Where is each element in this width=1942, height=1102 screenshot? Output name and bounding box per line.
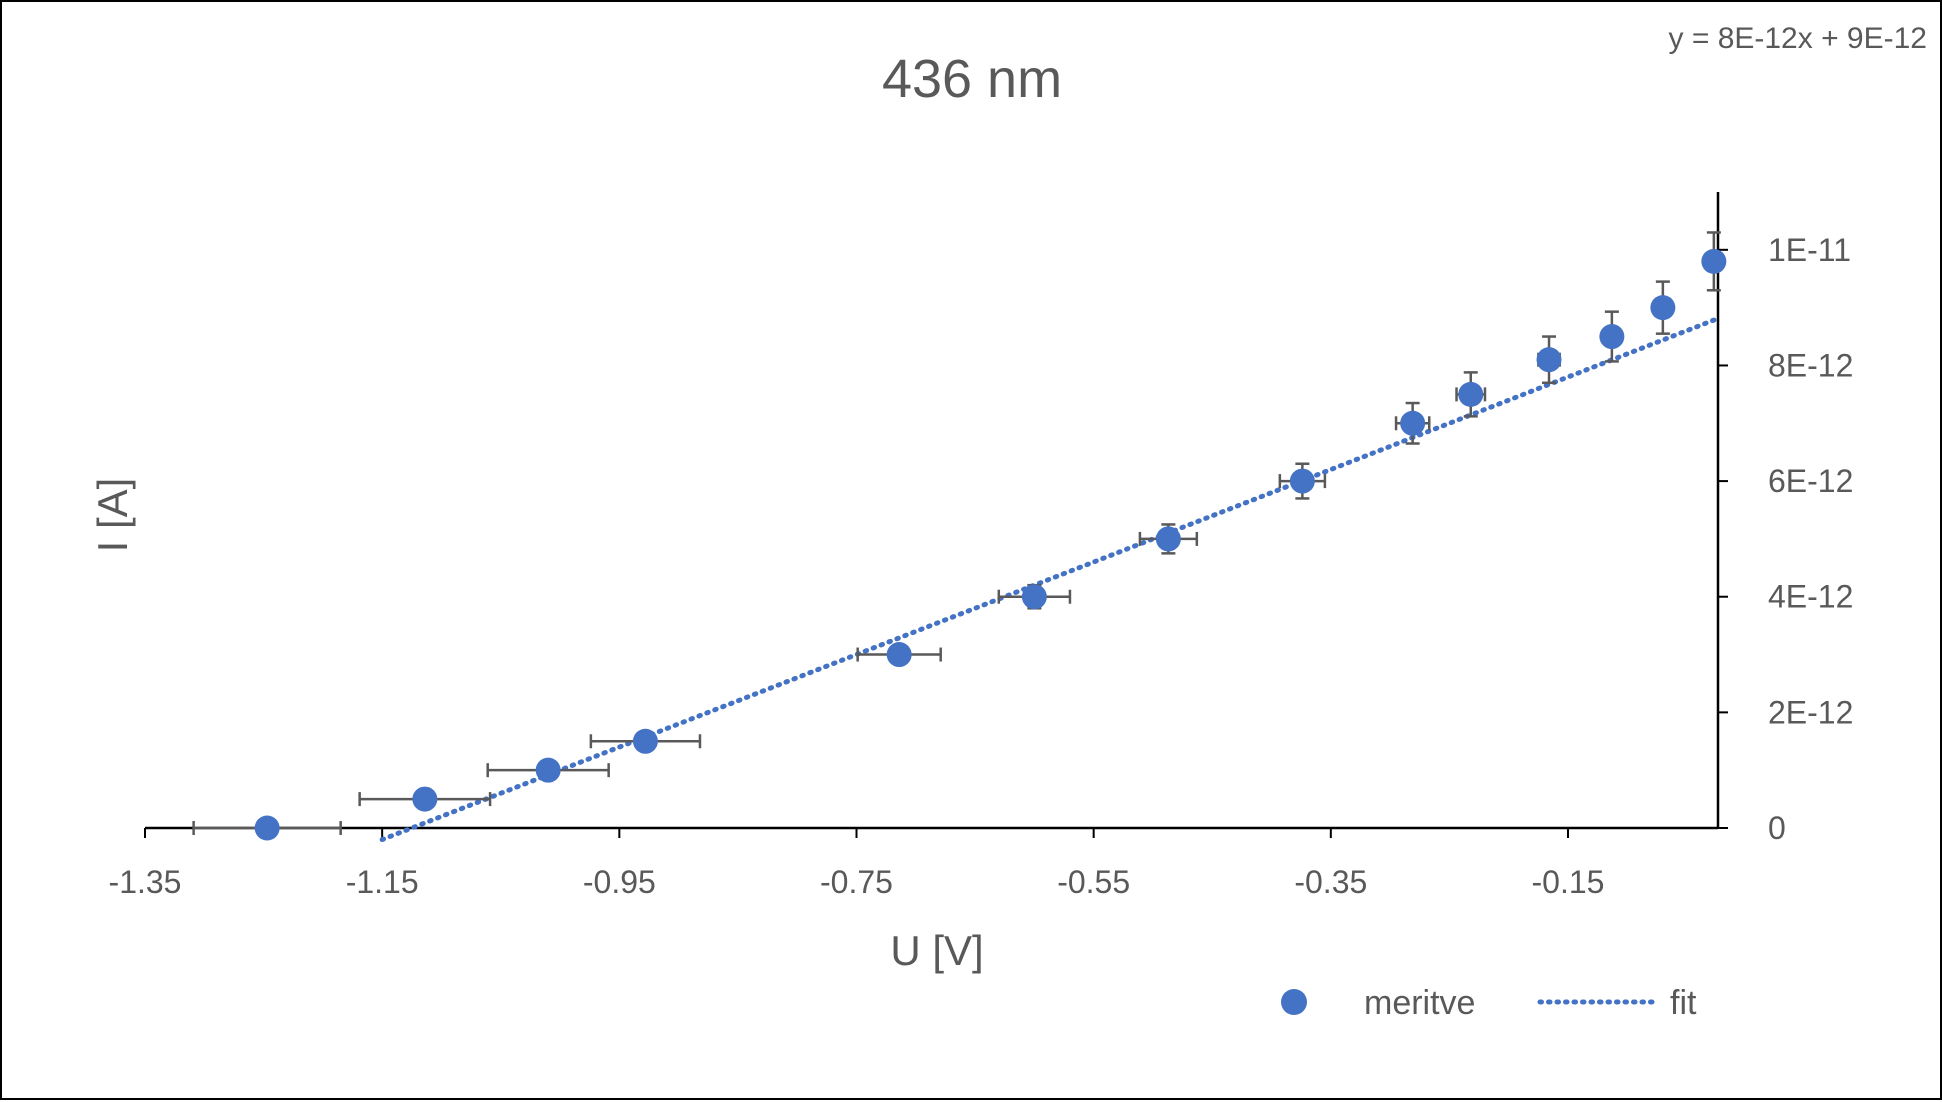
data-point: [535, 757, 561, 783]
x-tick-label: -0.75: [820, 864, 893, 900]
error-bars: [192, 231, 1721, 835]
data-point: [1458, 381, 1484, 407]
data-point: [254, 815, 280, 841]
chart-title: 436 nm: [882, 49, 1062, 109]
data-point: [632, 728, 658, 754]
data-point: [1701, 248, 1727, 274]
x-tick-label: -0.55: [1057, 864, 1130, 900]
y-tick-label: 6E-12: [1768, 463, 1853, 499]
data-point: [412, 786, 438, 812]
x-axis-title: U [V]: [890, 927, 983, 974]
y-tick-label: 4E-12: [1768, 579, 1853, 615]
y-tick-label: 8E-12: [1768, 347, 1853, 383]
x-tick-label: -0.15: [1532, 864, 1605, 900]
fit-line: [379, 316, 1721, 843]
data-point: [1650, 295, 1676, 321]
y-tick-label: 2E-12: [1768, 694, 1853, 730]
data-point: [1289, 468, 1315, 494]
legend-label-meritve: meritve: [1364, 984, 1475, 1022]
trendline-equation: y = 8E-12x + 9E-12: [1669, 22, 1928, 55]
x-tick-label: -0.95: [583, 864, 656, 900]
data-point: [1599, 324, 1625, 350]
x-tick-label: -0.35: [1294, 864, 1367, 900]
fit-series: [379, 316, 1721, 843]
legend: meritve fit: [1281, 984, 1697, 1022]
x-tick-label: -1.15: [346, 864, 419, 900]
meritve-series: [254, 248, 1727, 841]
data-point: [1400, 410, 1426, 436]
data-point: [1021, 584, 1047, 610]
y-tick-label: 1E-11: [1768, 232, 1851, 268]
x-tick-label: -1.35: [109, 864, 182, 900]
data-point: [886, 642, 912, 668]
y-tick-label: 0: [1768, 810, 1786, 846]
data-point: [1536, 347, 1562, 373]
y-axis-title: I [A]: [89, 478, 136, 553]
axes: -1.35 -1.15 -0.95 -0.75 -0.55 -0.35 -0.15 0 2E-1…: [109, 192, 1853, 900]
legend-marker-meritve: [1281, 989, 1307, 1015]
data-point: [1155, 526, 1181, 552]
legend-label-fit: fit: [1670, 984, 1697, 1022]
